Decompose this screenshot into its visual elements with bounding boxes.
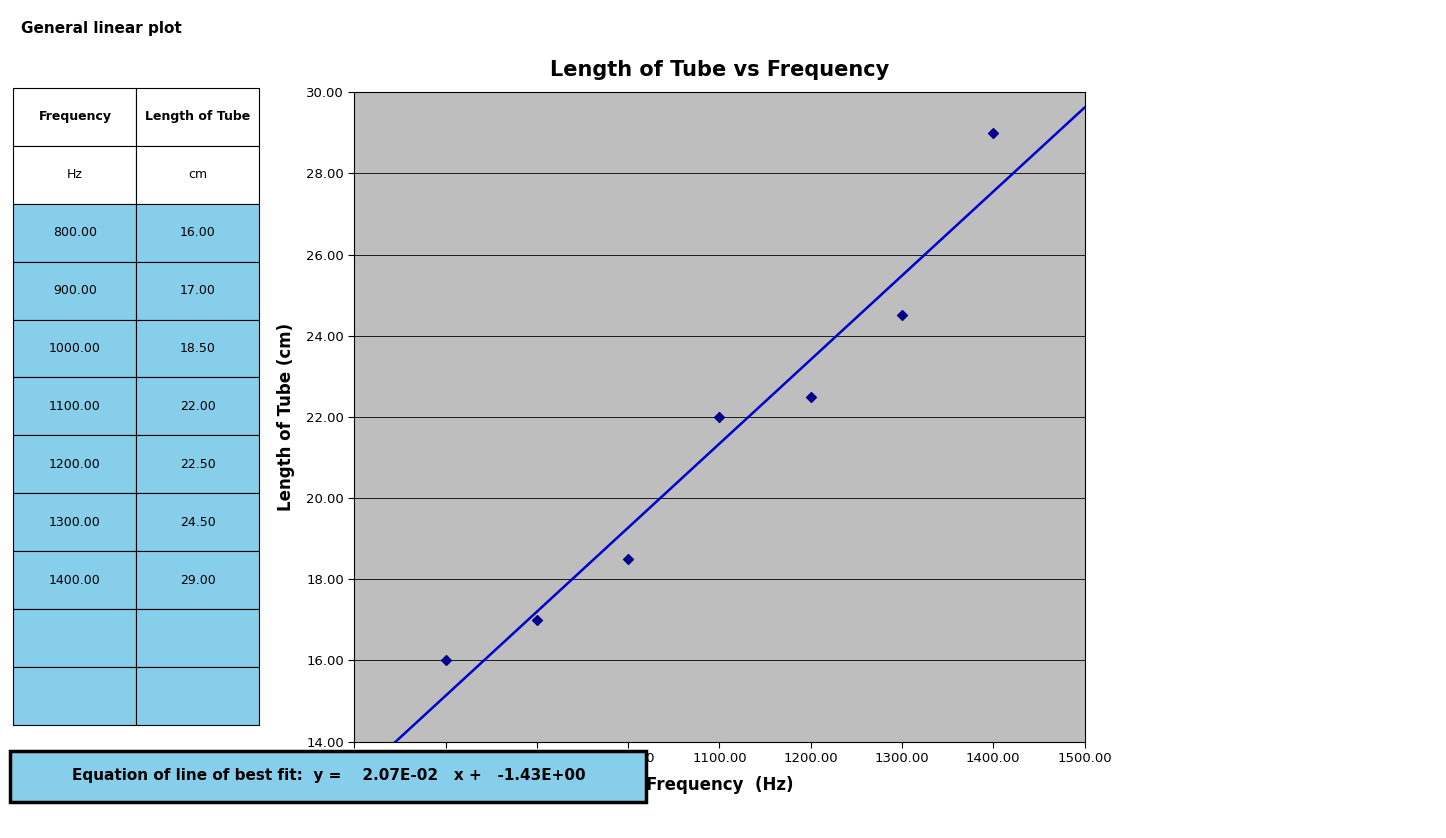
Bar — [10, 752, 646, 802]
Text: 29.00: 29.00 — [181, 574, 215, 587]
Bar — [13, 436, 136, 494]
Bar — [136, 261, 259, 319]
Text: 18.50: 18.50 — [179, 342, 215, 355]
Text: Equation of line of best fit:  y =    2.07E-02   x +   -1.43E+00: Equation of line of best fit: y = 2.07E-… — [72, 768, 586, 784]
Text: 900.00: 900.00 — [54, 284, 97, 297]
Bar — [136, 551, 259, 609]
Text: 24.50: 24.50 — [181, 515, 215, 529]
Bar — [13, 88, 136, 146]
Point — [891, 308, 914, 322]
Text: cm: cm — [188, 168, 208, 181]
Bar — [136, 494, 259, 551]
Bar — [136, 436, 259, 494]
Text: 22.00: 22.00 — [181, 400, 215, 413]
Text: 1400.00: 1400.00 — [49, 574, 101, 587]
Bar — [13, 551, 136, 609]
Bar — [136, 204, 259, 261]
Bar — [13, 667, 136, 725]
Text: 1200.00: 1200.00 — [49, 458, 101, 471]
Text: Hz: Hz — [67, 168, 82, 181]
Bar — [136, 667, 259, 725]
Text: General linear plot: General linear plot — [22, 21, 182, 36]
Bar — [13, 261, 136, 319]
Text: 1000.00: 1000.00 — [49, 342, 101, 355]
Point — [616, 552, 639, 566]
Title: Length of Tube vs Frequency: Length of Tube vs Frequency — [549, 59, 889, 80]
Point — [800, 390, 823, 403]
Bar — [136, 377, 259, 436]
Text: 1100.00: 1100.00 — [49, 400, 101, 413]
Text: 17.00: 17.00 — [179, 284, 215, 297]
Bar — [136, 88, 259, 146]
Bar — [13, 146, 136, 204]
Y-axis label: Length of Tube (cm): Length of Tube (cm) — [276, 323, 295, 511]
Text: Frequency: Frequency — [39, 111, 111, 123]
X-axis label: Frequency  (Hz): Frequency (Hz) — [645, 776, 794, 794]
Bar — [136, 146, 259, 204]
Text: 16.00: 16.00 — [181, 226, 215, 239]
Text: 1300.00: 1300.00 — [49, 515, 101, 529]
Bar — [13, 204, 136, 261]
Point — [434, 654, 457, 667]
Bar — [136, 609, 259, 667]
Text: 22.50: 22.50 — [181, 458, 215, 471]
Text: Length of Tube: Length of Tube — [146, 111, 250, 123]
Bar — [136, 319, 259, 377]
Bar — [13, 319, 136, 377]
Bar — [13, 377, 136, 436]
Point — [982, 126, 1005, 139]
Text: 800.00: 800.00 — [54, 226, 97, 239]
Point — [709, 411, 730, 424]
Bar — [13, 609, 136, 667]
Point — [525, 613, 548, 627]
Bar — [13, 494, 136, 551]
